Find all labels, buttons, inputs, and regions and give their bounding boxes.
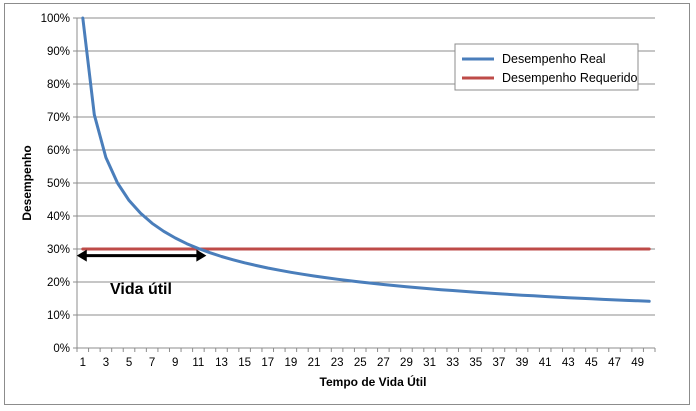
x-tick-label: 23 — [331, 357, 344, 369]
legend-label-desempenho-requerido: Desempenho Requerido — [502, 71, 638, 85]
x-tick-label: 31 — [423, 357, 436, 369]
x-axis-tick-labels: 1 3 5 7 9 11 13 15 17 19 21 23 25 27 29 31 33 35 37 39 41 43 4… — [80, 357, 644, 369]
legend-box — [454, 43, 639, 91]
x-tick-label: 15 — [238, 357, 251, 369]
vida-util-annotation: Vida útil — [76, 249, 207, 298]
y-axis-tick-labels: 0% 10% 20% 30% 40% 50% 60% 70% 80% 90% 100% — [41, 13, 70, 355]
series-lines — [81, 16, 651, 303]
x-tick-label: 25 — [354, 357, 367, 369]
x-tick-label: 41 — [539, 357, 552, 369]
x-tick-label: 17 — [261, 357, 274, 369]
annotation-arrowhead-left — [76, 249, 87, 262]
axes — [73, 17, 656, 352]
x-tick-label: 7 — [149, 357, 155, 369]
legend-label-desempenho-real: Desempenho Real — [502, 52, 606, 66]
series-line-desempenho-real — [81, 16, 651, 303]
y-tick-label: 90% — [47, 46, 70, 58]
y-tick-label: 60% — [47, 145, 70, 157]
x-tick-label: 9 — [172, 357, 178, 369]
x-tick-label: 37 — [493, 357, 506, 369]
y-tick-label: 40% — [47, 211, 70, 223]
y-tick-label: 100% — [41, 13, 70, 25]
x-tick-label: 11 — [192, 357, 204, 369]
x-tick-label: 45 — [585, 357, 598, 369]
x-tick-label: 27 — [377, 357, 390, 369]
x-tick-label: 33 — [446, 357, 459, 369]
y-tick-label: 50% — [47, 178, 70, 190]
x-tick-label: 19 — [284, 357, 297, 369]
x-tick-label: 39 — [516, 357, 529, 369]
x-tick-label: 43 — [562, 357, 575, 369]
y-axis-title: Desempenho — [20, 145, 34, 220]
annotation-label: Vida útil — [110, 281, 172, 298]
x-tick-label: 13 — [215, 357, 228, 369]
x-tick-label: 5 — [126, 357, 132, 369]
x-tick-label: 29 — [400, 357, 413, 369]
y-tick-label: 80% — [47, 79, 70, 91]
x-tick-label: 47 — [608, 357, 621, 369]
x-tick-label: 1 — [80, 357, 86, 369]
x-tick-label: 3 — [103, 357, 109, 369]
x-tick-label: 49 — [631, 357, 644, 369]
x-axis-title: Tempo de Vida Útil — [320, 374, 427, 389]
legend: Desempenho Real Desempenho Requerido — [454, 43, 639, 91]
annotation-arrowhead-right — [196, 249, 207, 262]
x-tick-label: 21 — [308, 357, 321, 369]
y-tick-label: 30% — [47, 244, 70, 256]
y-tick-label: 0% — [53, 343, 70, 355]
y-tick-label: 10% — [47, 310, 70, 322]
y-tick-label: 20% — [47, 277, 70, 289]
x-tick-label: 35 — [469, 357, 482, 369]
gridlines — [77, 17, 655, 316]
y-tick-label: 70% — [47, 112, 70, 124]
